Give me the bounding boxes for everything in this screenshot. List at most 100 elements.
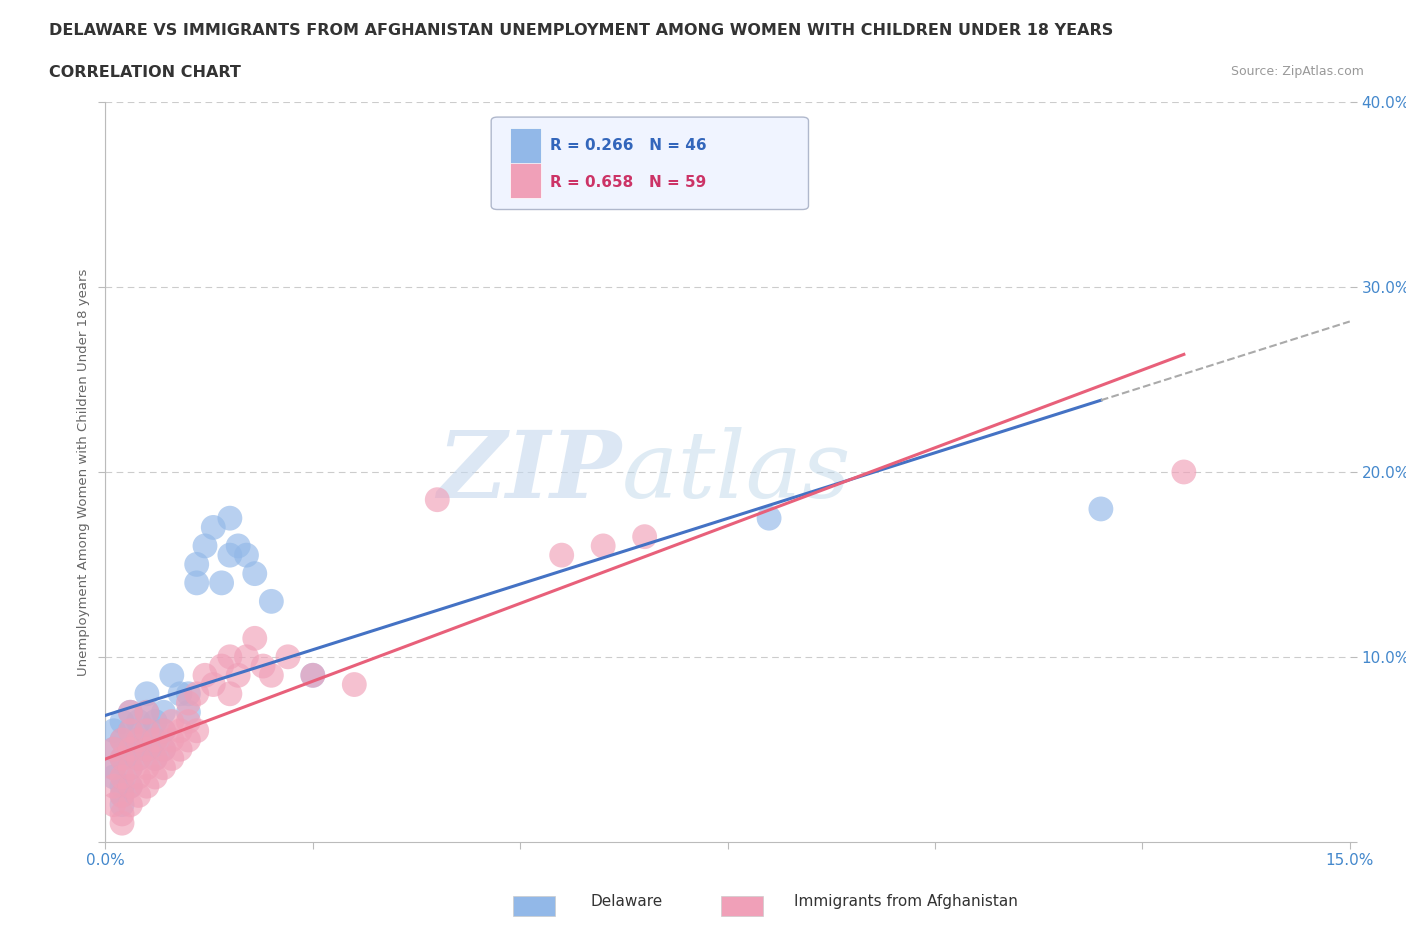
Point [226, 668, 249, 683]
Point [120, 705, 142, 720]
Point [177, 714, 200, 729]
Point [111, 714, 134, 729]
Point [152, 742, 174, 757]
Point [1173, 464, 1195, 480]
Point [243, 631, 266, 645]
Point [218, 649, 242, 664]
Point [343, 677, 366, 692]
Point [111, 788, 134, 803]
Point [218, 511, 242, 525]
Point [111, 751, 134, 766]
Point [186, 557, 208, 572]
Point [218, 548, 242, 563]
Point [243, 566, 266, 581]
Text: Source: ZipAtlas.com: Source: ZipAtlas.com [1230, 65, 1364, 78]
Point [120, 724, 142, 738]
Point [135, 742, 157, 757]
Point [103, 778, 125, 793]
Point [143, 769, 166, 784]
Point [143, 751, 166, 766]
FancyBboxPatch shape [510, 128, 541, 164]
Point [120, 742, 142, 757]
Point [135, 686, 157, 701]
Point [143, 733, 166, 748]
Point [301, 668, 323, 683]
Point [177, 705, 200, 720]
Point [135, 742, 157, 757]
Point [426, 492, 449, 507]
Point [143, 733, 166, 748]
Point [111, 788, 134, 803]
FancyBboxPatch shape [510, 163, 541, 198]
Point [260, 594, 283, 609]
Text: Delaware: Delaware [591, 894, 662, 909]
Point [177, 733, 200, 748]
Point [143, 714, 166, 729]
Text: ZIP: ZIP [437, 427, 621, 517]
Point [103, 742, 125, 757]
Point [128, 751, 150, 766]
Point [152, 742, 174, 757]
Point [160, 751, 183, 766]
Point [111, 769, 134, 784]
Point [260, 668, 283, 683]
Point [111, 797, 134, 812]
Point [111, 806, 134, 821]
Point [103, 742, 125, 757]
Point [592, 538, 614, 553]
Point [186, 686, 208, 701]
Point [143, 751, 166, 766]
Point [103, 724, 125, 738]
Text: R = 0.266   N = 46: R = 0.266 N = 46 [550, 138, 706, 153]
Point [111, 778, 134, 793]
Point [152, 724, 174, 738]
Point [135, 705, 157, 720]
Point [120, 778, 142, 793]
Point [120, 761, 142, 776]
Point [135, 761, 157, 776]
Point [186, 576, 208, 591]
Point [211, 658, 233, 673]
Point [226, 538, 249, 553]
Point [128, 714, 150, 729]
Point [252, 658, 274, 673]
Point [152, 705, 174, 720]
Point [160, 733, 183, 748]
Point [277, 649, 299, 664]
Point [103, 797, 125, 812]
Point [160, 714, 183, 729]
Point [120, 705, 142, 720]
Point [218, 686, 242, 701]
Point [194, 538, 217, 553]
Point [177, 686, 200, 701]
Point [128, 733, 150, 748]
Point [120, 797, 142, 812]
Point [120, 778, 142, 793]
Point [103, 761, 125, 776]
Point [177, 696, 200, 711]
Point [551, 548, 574, 563]
Point [301, 668, 323, 683]
Point [111, 733, 134, 748]
Point [120, 724, 142, 738]
Point [120, 742, 142, 757]
Point [152, 761, 174, 776]
Point [1090, 501, 1112, 516]
Point [120, 761, 142, 776]
Text: atlas: atlas [621, 427, 852, 517]
Point [135, 724, 157, 738]
Point [135, 778, 157, 793]
Y-axis label: Unemployment Among Women with Children Under 18 years: Unemployment Among Women with Children U… [77, 268, 90, 676]
Point [128, 733, 150, 748]
Point [111, 733, 134, 748]
Text: DELAWARE VS IMMIGRANTS FROM AFGHANISTAN UNEMPLOYMENT AMONG WOMEN WITH CHILDREN U: DELAWARE VS IMMIGRANTS FROM AFGHANISTAN … [49, 23, 1114, 38]
Point [634, 529, 657, 544]
Point [111, 816, 134, 830]
Point [169, 686, 191, 701]
Point [128, 751, 150, 766]
Point [758, 511, 780, 525]
Point [211, 576, 233, 591]
Text: R = 0.658   N = 59: R = 0.658 N = 59 [550, 175, 706, 190]
Point [128, 769, 150, 784]
Point [169, 724, 191, 738]
